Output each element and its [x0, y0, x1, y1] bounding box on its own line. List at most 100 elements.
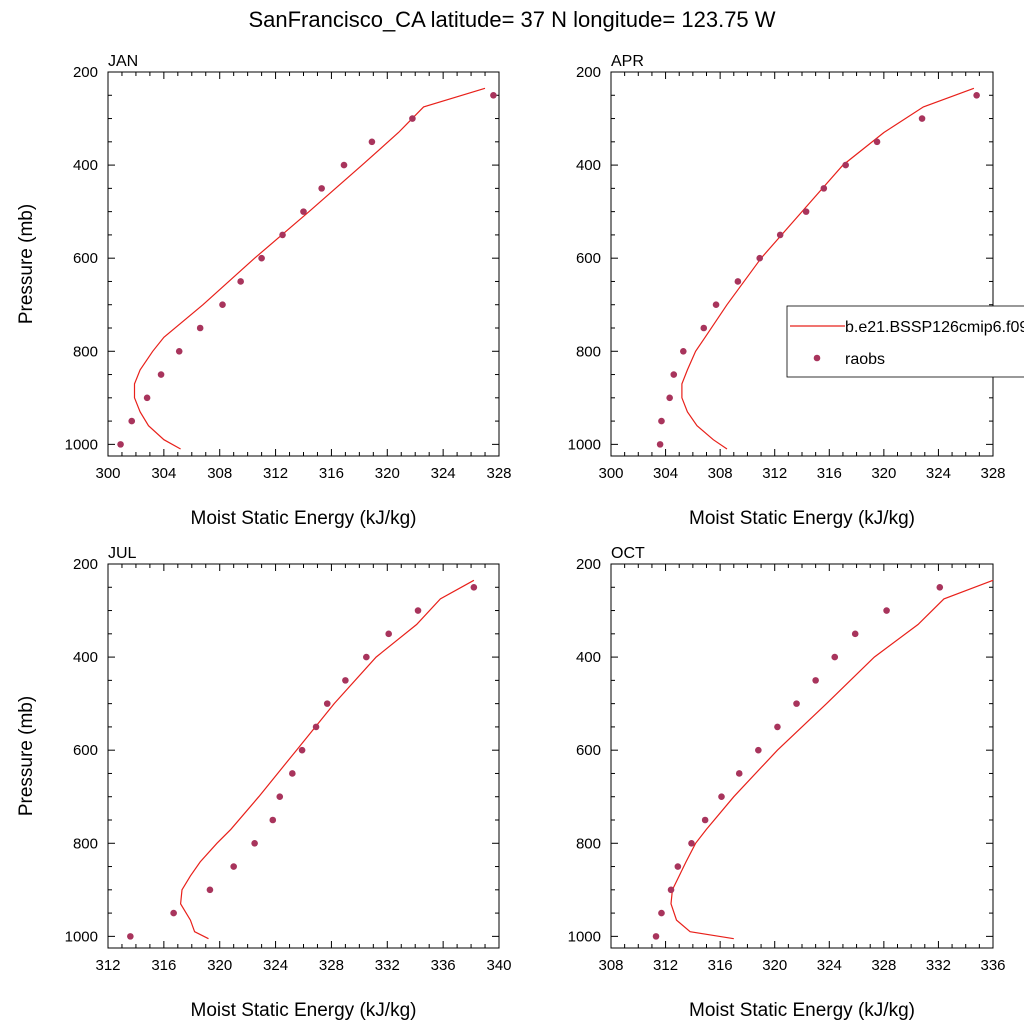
obs-point [276, 793, 284, 801]
obs-point [323, 700, 331, 707]
legend-box [786, 305, 1024, 378]
obs-point [831, 653, 839, 661]
model-series-line [179, 579, 475, 940]
obs-point [157, 371, 165, 378]
x-tick-label: 308 [598, 957, 623, 974]
obs-point [918, 115, 926, 122]
x-tick-label: 324 [817, 957, 842, 974]
x-tick-label: 336 [431, 957, 456, 974]
x-tick-label: 340 [486, 957, 511, 974]
x-tick-label: 308 [207, 465, 232, 482]
obs-point [219, 301, 226, 309]
obs-point [340, 161, 348, 169]
y-tick-label: 1000 [568, 928, 601, 945]
obs-point [368, 138, 376, 146]
x-tick-label: 332 [926, 957, 951, 974]
obs-point [143, 394, 151, 402]
obs-point [755, 746, 762, 754]
obs-point [300, 208, 307, 215]
y-tick-label: 600 [576, 742, 601, 759]
x-tick-label: 300 [598, 465, 623, 482]
panel-jan: 300 304 308 312 316 320 324 328 200 400 600 800 1000… [16, 53, 512, 529]
y-axis-label: Pressure (mb) [16, 204, 37, 324]
figure-title: SanFrancisco_CA latitude= 37 N longitude… [248, 7, 775, 32]
panel-label: OCT [611, 545, 645, 562]
obs-point [128, 417, 136, 425]
obs-point [196, 324, 204, 332]
obs-point [820, 185, 828, 192]
panel-label: APR [611, 53, 644, 70]
obs-point [652, 933, 660, 940]
obs-point [117, 441, 124, 448]
obs-point [774, 723, 781, 731]
obs-point [385, 630, 392, 638]
obs-point [206, 886, 214, 894]
y-tick-label: 800 [576, 343, 601, 360]
y-tick-label: 400 [576, 649, 601, 666]
y-tick-label: 800 [576, 835, 601, 852]
obs-point [701, 816, 709, 824]
obs-point [230, 863, 237, 870]
y-tick-label: 1000 [65, 436, 98, 453]
obs-point [409, 115, 416, 122]
x-axis-label: Moist Static Energy (kJ/kg) [191, 1000, 417, 1021]
legend-model-label: b.e21.BSSP126cmip6.f09_g17.CMIP6-SSP1-2.… [845, 319, 1024, 336]
x-axis-label: Moist Static Energy (kJ/kg) [689, 1000, 915, 1021]
obs-point [127, 933, 134, 940]
obs-point [776, 231, 784, 239]
legend: b.e21.BSSP126cmip6.f09_g17.CMIP6-SSP1-2.… [786, 305, 1024, 378]
x-tick-label: 328 [871, 957, 896, 974]
model-series-line [681, 87, 975, 450]
obs-point [656, 441, 664, 448]
x-tick-label: 304 [151, 465, 176, 482]
y-tick-label: 800 [73, 343, 98, 360]
y-tick-label: 600 [73, 250, 98, 267]
obs-point [318, 185, 325, 192]
obs-point [342, 677, 349, 684]
x-tick-label: 336 [980, 957, 1005, 974]
panel-jul: 312 316 320 324 328 332 336 340 200 400 600 800 1000… [16, 545, 512, 1021]
x-axis-label: Moist Static Energy (kJ/kg) [191, 508, 417, 529]
y-tick-label: 600 [576, 250, 601, 267]
plot-frame [107, 563, 500, 949]
obs-point [258, 254, 265, 262]
model-series-line [670, 579, 994, 940]
obs-point [851, 630, 859, 638]
obs-point [658, 417, 665, 425]
panel-label: JAN [108, 53, 138, 70]
y-tick-label: 400 [576, 157, 601, 174]
obs-point [842, 161, 849, 169]
obs-point [674, 863, 682, 870]
obs-point [363, 653, 370, 661]
panels: 300 304 308 312 316 320 324 328 200 400 600 800 1000… [16, 53, 1006, 1021]
obs-point [812, 677, 819, 684]
obs-point [688, 839, 695, 847]
x-tick-label: 320 [375, 465, 400, 482]
obs-point [298, 746, 306, 754]
x-tick-label: 332 [375, 957, 400, 974]
obs-point [670, 371, 678, 378]
obs-point [700, 324, 708, 332]
obs-point [793, 700, 800, 707]
x-tick-label: 304 [653, 465, 678, 482]
x-tick-label: 328 [980, 465, 1005, 482]
plot-frame [107, 71, 500, 457]
obs-point [936, 583, 944, 591]
legend-obs-label: raobs [845, 351, 885, 368]
x-tick-label: 320 [207, 957, 232, 974]
obs-point [712, 301, 720, 309]
x-tick-label: 324 [926, 465, 951, 482]
panel-label: JUL [108, 545, 137, 562]
panel-oct: 308 312 316 320 324 328 332 336 200 400 600 800 1000… [568, 545, 1006, 1021]
x-tick-label: 328 [486, 465, 511, 482]
panel-apr: 300 304 308 312 316 320 324 328 200 400 600 800 1000… [568, 53, 1006, 529]
obs-point [279, 231, 286, 239]
obs-point [680, 347, 687, 355]
obs-point [414, 607, 422, 614]
y-tick-label: 1000 [65, 928, 98, 945]
obs-point [735, 770, 743, 777]
x-tick-label: 328 [319, 957, 344, 974]
x-tick-label: 300 [95, 465, 120, 482]
y-tick-label: 400 [73, 157, 98, 174]
